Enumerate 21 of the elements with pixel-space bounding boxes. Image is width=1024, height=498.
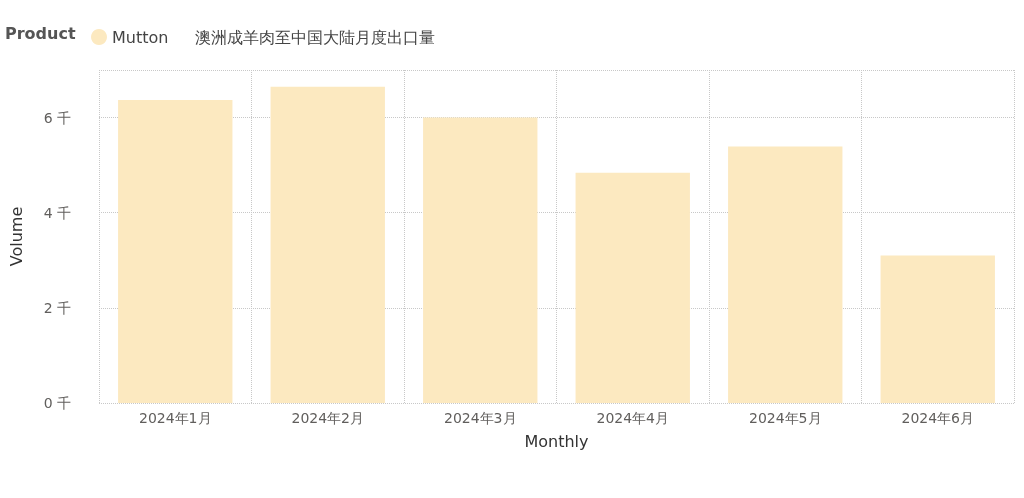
bar [880, 255, 995, 403]
bar [575, 172, 690, 403]
x-tick-label: 2024年2月 [291, 410, 365, 426]
legend-label: Mutton [112, 27, 169, 47]
y-tick-label: 6 千 [43, 109, 71, 126]
y-axis-title: Volume [6, 206, 26, 267]
x-tick-label: 2024年5月 [748, 410, 822, 426]
x-tick-label: 2024年6月 [901, 410, 975, 426]
x-axis-title: Monthly [524, 431, 589, 451]
bar [728, 146, 843, 403]
legend-title: Product [5, 23, 76, 43]
bar [423, 117, 538, 403]
bar [118, 99, 233, 403]
chart-title: 澳洲成羊肉至中国大陆月度出口量 [195, 27, 435, 47]
x-tick-label: 2024年4月 [596, 410, 670, 426]
x-tick-label: 2024年1月 [138, 410, 212, 426]
y-tick-label: 4 千 [43, 204, 71, 221]
y-tick-label: 2 千 [43, 299, 71, 316]
x-tick-label: 2024年3月 [443, 410, 517, 426]
y-tick-label: 0 千 [43, 395, 71, 411]
bar [270, 86, 385, 403]
